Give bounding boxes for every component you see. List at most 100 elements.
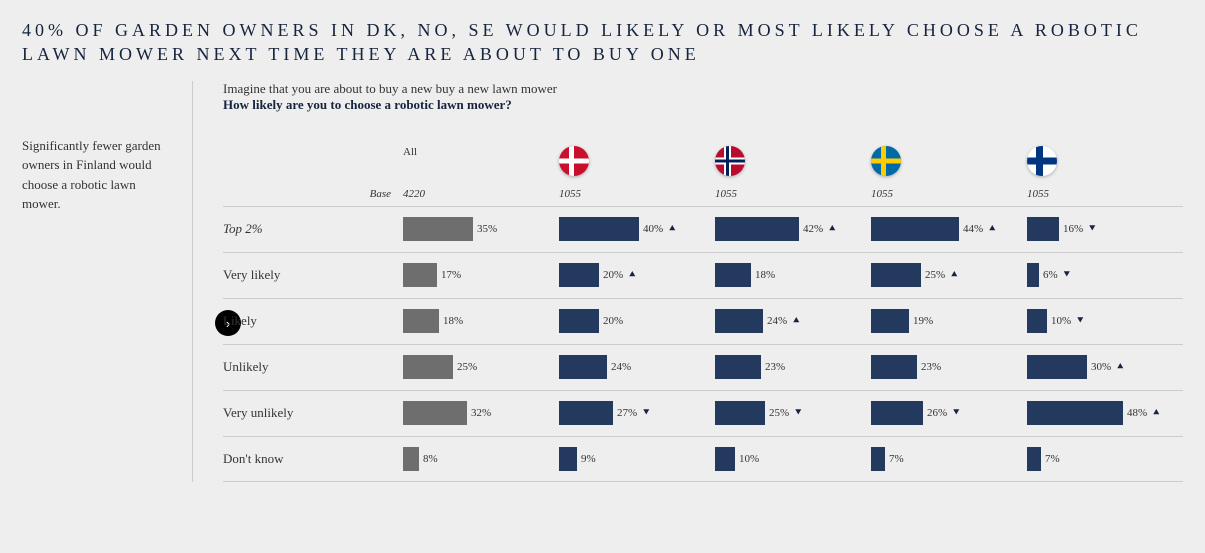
data-cell: 25% xyxy=(403,355,559,379)
pct-label: 6% ⯆ xyxy=(1043,269,1071,282)
data-cell: 32% xyxy=(403,401,559,425)
table-row: Likely 18% 20% 24% ⯅ 19% 10% ⯆ xyxy=(223,298,1183,344)
arrow-up-icon: ⯅ xyxy=(828,223,837,236)
bar xyxy=(871,401,923,425)
flag-sweden-icon xyxy=(871,146,901,176)
data-cell: 16% ⯆ xyxy=(1027,217,1183,241)
arrow-down-icon: ⯆ xyxy=(1076,315,1085,328)
bar xyxy=(715,263,751,287)
arrow-up-icon: ⯅ xyxy=(988,223,997,236)
bar xyxy=(403,309,439,333)
pct-label: 19% xyxy=(913,315,933,327)
pct-label: 25% ⯅ xyxy=(925,269,959,282)
flag-norway-icon xyxy=(715,146,745,176)
data-cell: 7% xyxy=(1027,447,1183,471)
data-cell: 10% ⯆ xyxy=(1027,309,1183,333)
base-row: Base 42201055105510551055 xyxy=(223,185,1183,206)
main-content: Significantly fewer garden owners in Fin… xyxy=(0,81,1205,482)
base-label: Base xyxy=(370,188,391,200)
question-main: How likely are you to choose a robotic l… xyxy=(223,97,1183,113)
pct-label: 24% ⯅ xyxy=(767,315,801,328)
pct-label: 10% xyxy=(739,453,759,465)
data-cell: 9% xyxy=(559,447,715,471)
pct-label: 23% xyxy=(921,361,941,373)
bar xyxy=(871,447,885,471)
pct-label: 20% ⯅ xyxy=(603,269,637,282)
data-cell: 10% xyxy=(715,447,871,471)
column-headers: All xyxy=(223,119,1183,185)
data-cell: 24% xyxy=(559,355,715,379)
bar xyxy=(403,447,419,471)
pct-label: 8% xyxy=(423,453,438,465)
bar xyxy=(403,263,437,287)
data-cell: 35% xyxy=(403,217,559,241)
arrow-up-icon: ⯅ xyxy=(628,269,637,282)
bar xyxy=(559,355,607,379)
data-cell: 42% ⯅ xyxy=(715,217,871,241)
data-cell: 25% ⯅ xyxy=(871,263,1027,287)
arrow-down-icon: ⯆ xyxy=(642,407,651,420)
base-value-all: 4220 xyxy=(403,188,559,200)
bar xyxy=(715,309,763,333)
arrow-up-icon: ⯅ xyxy=(792,315,801,328)
bar xyxy=(1027,447,1041,471)
arrow-down-icon: ⯆ xyxy=(952,407,961,420)
page-title: 40% OF GARDEN OWNERS IN DK, NO, SE WOULD… xyxy=(0,0,1205,81)
column-head-dk xyxy=(559,146,715,185)
all-column-label: All xyxy=(403,146,559,158)
bar xyxy=(403,355,453,379)
data-cell: 6% ⯆ xyxy=(1027,263,1183,287)
arrow-up-icon: ⯅ xyxy=(1152,407,1161,420)
pct-label: 48% ⯅ xyxy=(1127,407,1161,420)
table-row: Very unlikely 32% 27% ⯆ 25% ⯆ 26% ⯆ 48% ⯅ xyxy=(223,390,1183,436)
column-head-all: All xyxy=(403,146,559,185)
row-label: Very unlikely xyxy=(223,405,403,421)
table-row: Don't know8%9%10%7%7% xyxy=(223,436,1183,482)
pct-label: 18% xyxy=(443,315,463,327)
pct-label: 16% ⯆ xyxy=(1063,223,1097,236)
pct-label: 25% xyxy=(457,361,477,373)
pct-label: 25% ⯆ xyxy=(769,407,803,420)
bar xyxy=(1027,309,1047,333)
bar xyxy=(871,309,909,333)
pct-label: 27% ⯆ xyxy=(617,407,651,420)
bar xyxy=(1027,401,1123,425)
data-cell: 23% xyxy=(715,355,871,379)
data-cell: 27% ⯆ xyxy=(559,401,715,425)
bar xyxy=(559,401,613,425)
pct-label: 35% xyxy=(477,223,497,235)
arrow-up-icon: ⯅ xyxy=(668,223,677,236)
bar xyxy=(871,355,917,379)
pct-label: 7% xyxy=(1045,453,1060,465)
column-head-no xyxy=(715,146,871,185)
row-label: Very likely xyxy=(223,267,403,283)
pct-label: 40% ⯅ xyxy=(643,223,677,236)
base-value-dk: 1055 xyxy=(559,188,715,200)
pct-label: 17% xyxy=(441,269,461,281)
data-cell: 24% ⯅ xyxy=(715,309,871,333)
base-value-se: 1055 xyxy=(871,188,1027,200)
bar xyxy=(715,355,761,379)
base-value-fi: 1055 xyxy=(1027,188,1183,200)
data-cell: 19% xyxy=(871,309,1027,333)
pct-label: 30% ⯅ xyxy=(1091,361,1125,374)
data-cell: 30% ⯅ xyxy=(1027,355,1183,379)
row-label: Don't know xyxy=(223,451,403,467)
pct-label: 20% xyxy=(603,315,623,327)
row-label: Likely xyxy=(223,313,403,329)
data-cell: 26% ⯆ xyxy=(871,401,1027,425)
pct-label: 18% xyxy=(755,269,775,281)
bar xyxy=(403,217,473,241)
arrow-up-icon: ⯅ xyxy=(950,269,959,282)
pct-label: 32% xyxy=(471,407,491,419)
data-cell: 8% xyxy=(403,447,559,471)
row-label: Unlikely xyxy=(223,359,403,375)
bar xyxy=(871,263,921,287)
bar xyxy=(715,447,735,471)
data-cell: 20% xyxy=(559,309,715,333)
data-cell: 23% xyxy=(871,355,1027,379)
arrow-down-icon: ⯆ xyxy=(794,407,803,420)
question-intro: Imagine that you are about to buy a new … xyxy=(223,81,1183,97)
pct-label: 23% xyxy=(765,361,785,373)
pct-label: 26% ⯆ xyxy=(927,407,961,420)
